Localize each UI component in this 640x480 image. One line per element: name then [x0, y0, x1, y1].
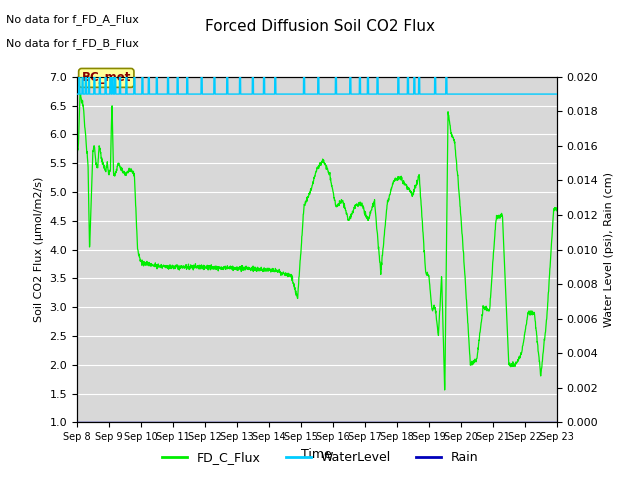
X-axis label: Time: Time — [301, 448, 332, 461]
Text: Forced Diffusion Soil CO2 Flux: Forced Diffusion Soil CO2 Flux — [205, 19, 435, 34]
Text: No data for f_FD_A_Flux: No data for f_FD_A_Flux — [6, 14, 140, 25]
Y-axis label: Soil CO2 Flux (μmol/m2/s): Soil CO2 Flux (μmol/m2/s) — [34, 177, 44, 322]
Text: No data for f_FD_B_Flux: No data for f_FD_B_Flux — [6, 38, 140, 49]
Y-axis label: Water Level (psi), Rain (cm): Water Level (psi), Rain (cm) — [604, 172, 614, 327]
Legend: FD_C_Flux, WaterLevel, Rain: FD_C_Flux, WaterLevel, Rain — [157, 446, 483, 469]
Text: BC_met: BC_met — [81, 72, 131, 84]
